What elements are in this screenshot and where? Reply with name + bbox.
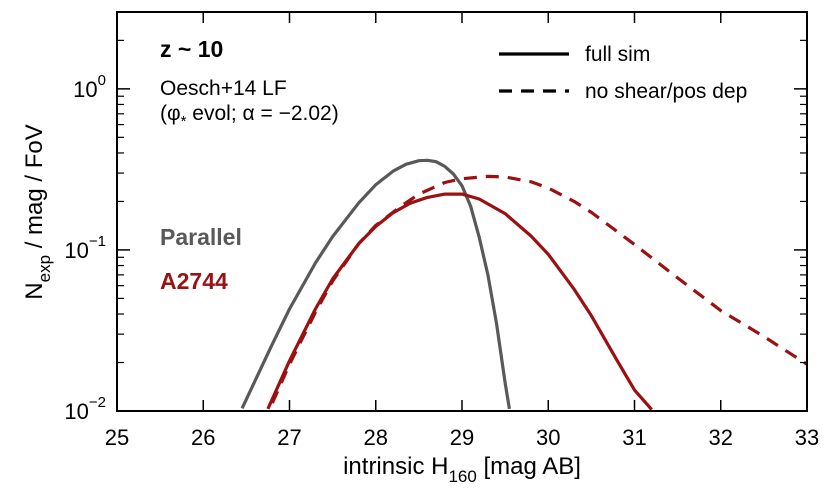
x-tick-label: 31 bbox=[622, 425, 646, 450]
y-axis-label-main: N bbox=[21, 282, 48, 299]
series-label-a2744: A2744 bbox=[160, 268, 228, 294]
y-axis-label-sub: exp bbox=[35, 255, 54, 282]
series-labels: Parallel A2744 bbox=[160, 224, 242, 294]
series-line-a2744-no-shear bbox=[270, 174, 807, 404]
x-tick-label: 28 bbox=[364, 425, 388, 450]
x-tick-label: 25 bbox=[105, 425, 129, 450]
y-tick-base: 10 bbox=[64, 238, 88, 263]
legend: full sim no shear/pos dep bbox=[499, 43, 747, 103]
lf-detail-annotation: (φ* evol; α = −2.02) bbox=[160, 102, 339, 130]
y-axis-label: Nexp / mag / FoV bbox=[21, 124, 54, 299]
x-tick-label: 32 bbox=[709, 425, 733, 450]
legend-label: no shear/pos dep bbox=[585, 80, 747, 103]
y-tick-label: 10−2 bbox=[64, 394, 106, 424]
lf-detail-rest: evol; α = −2.02) bbox=[186, 102, 338, 125]
y-tick-base: 10 bbox=[64, 399, 88, 424]
lf-detail-open: ( bbox=[160, 102, 167, 125]
x-axis-label-unit: [mag AB] bbox=[477, 453, 581, 480]
y-tick-exponent: −1 bbox=[89, 233, 106, 250]
x-axis-label-main: intrinsic H bbox=[343, 453, 448, 480]
y-tick-label: 10−1 bbox=[64, 233, 106, 263]
x-tick-label: 27 bbox=[277, 425, 301, 450]
x-tick-labels: 25 26 27 28 29 30 31 32 33 bbox=[105, 425, 819, 450]
series-line-a2744-full bbox=[266, 192, 653, 411]
series-label-parallel: Parallel bbox=[160, 224, 242, 250]
curves bbox=[240, 158, 807, 411]
y-tick-exponent: −2 bbox=[89, 394, 106, 411]
y-tick-label: 100 bbox=[73, 72, 106, 102]
x-tick-label: 33 bbox=[795, 425, 819, 450]
x-tick-label: 26 bbox=[191, 425, 215, 450]
redshift-annotation: z ~ 10 bbox=[160, 36, 223, 62]
lf-phi-sub: * bbox=[181, 113, 187, 130]
x-tick-label: 30 bbox=[536, 425, 560, 450]
lf-phi: φ bbox=[167, 102, 181, 125]
y-tick-exponent: 0 bbox=[98, 72, 106, 89]
y-axis-label-rest: / mag / FoV bbox=[21, 124, 48, 255]
x-axis-label: intrinsic H160 [mag AB] bbox=[343, 453, 581, 486]
x-axis-label-sub: 160 bbox=[448, 467, 476, 486]
plot-frame bbox=[116, 11, 808, 412]
x-tick-label: 29 bbox=[450, 425, 474, 450]
lf-name-annotation: Oesch+14 LF bbox=[160, 77, 287, 100]
legend-label: full sim bbox=[585, 43, 650, 66]
axis-ticks bbox=[116, 11, 808, 412]
y-tick-base: 10 bbox=[73, 77, 97, 102]
series-line-parallel-full bbox=[240, 158, 511, 410]
